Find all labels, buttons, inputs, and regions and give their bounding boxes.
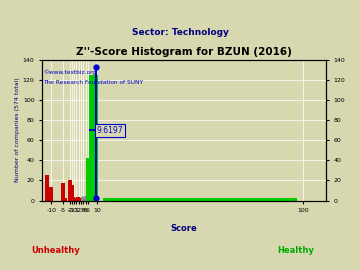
Bar xyxy=(78,197,79,201)
Text: Healthy: Healthy xyxy=(277,246,314,255)
Bar xyxy=(68,181,72,201)
Bar xyxy=(49,187,53,201)
Text: Sector: Technology: Sector: Technology xyxy=(131,28,229,37)
Bar xyxy=(89,75,98,201)
Text: 9.6197: 9.6197 xyxy=(97,126,123,135)
Bar xyxy=(82,195,83,201)
Bar xyxy=(61,183,65,201)
Y-axis label: Number of companies (574 total): Number of companies (574 total) xyxy=(15,78,20,183)
Bar xyxy=(85,195,86,201)
Bar xyxy=(86,195,87,201)
Bar xyxy=(81,197,82,201)
Bar xyxy=(83,197,84,201)
Bar xyxy=(86,158,90,201)
Text: Unhealthy: Unhealthy xyxy=(31,246,80,255)
Bar xyxy=(79,197,80,201)
Bar xyxy=(74,197,75,201)
X-axis label: Score: Score xyxy=(171,224,197,233)
Bar xyxy=(70,184,74,201)
Bar xyxy=(75,198,76,201)
Bar xyxy=(63,198,67,201)
Bar xyxy=(73,198,74,201)
Text: The Research Foundation of SUNY: The Research Foundation of SUNY xyxy=(43,80,143,85)
Bar xyxy=(45,176,49,201)
Bar xyxy=(103,198,297,201)
Bar xyxy=(84,195,85,201)
Title: Z''-Score Histogram for BZUN (2016): Z''-Score Histogram for BZUN (2016) xyxy=(76,48,292,58)
Bar xyxy=(76,197,77,201)
Bar xyxy=(77,197,78,201)
Bar xyxy=(80,198,81,201)
Text: ©www.textbiz.org: ©www.textbiz.org xyxy=(43,70,96,75)
